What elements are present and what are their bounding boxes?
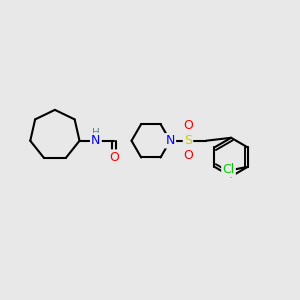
Text: S: S [184,134,192,147]
Text: N: N [91,134,101,147]
Text: O: O [183,149,193,162]
Text: N: N [166,134,175,147]
Text: O: O [183,119,193,132]
Text: O: O [109,151,118,164]
Text: Cl: Cl [222,163,235,176]
Text: H: H [92,128,100,138]
